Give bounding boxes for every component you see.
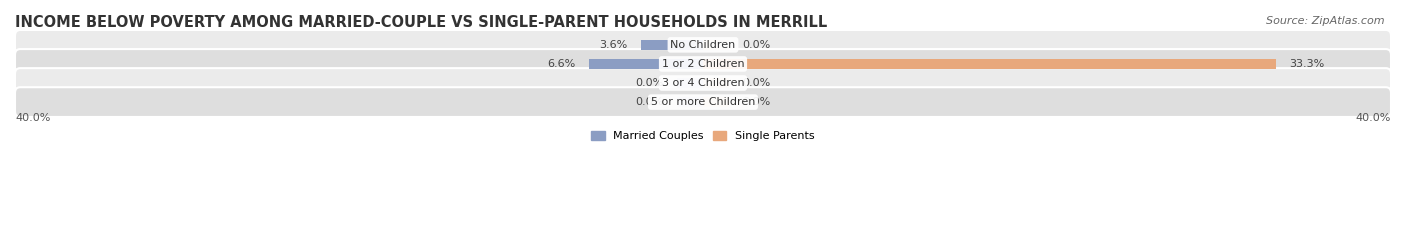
FancyBboxPatch shape	[15, 30, 1391, 60]
Text: 5 or more Children: 5 or more Children	[651, 97, 755, 107]
Bar	[703, 59, 1275, 69]
Bar	[703, 78, 728, 88]
FancyBboxPatch shape	[15, 68, 1391, 98]
Text: 0.0%: 0.0%	[636, 97, 664, 107]
Bar	[641, 40, 703, 50]
Text: 40.0%: 40.0%	[15, 113, 51, 123]
Text: 0.0%: 0.0%	[636, 78, 664, 88]
Text: 40.0%: 40.0%	[1355, 113, 1391, 123]
Text: 6.6%: 6.6%	[547, 59, 575, 69]
Bar	[678, 97, 703, 107]
Bar	[703, 40, 728, 50]
Text: 1 or 2 Children: 1 or 2 Children	[662, 59, 744, 69]
Text: INCOME BELOW POVERTY AMONG MARRIED-COUPLE VS SINGLE-PARENT HOUSEHOLDS IN MERRILL: INCOME BELOW POVERTY AMONG MARRIED-COUPL…	[15, 15, 827, 30]
Text: 3 or 4 Children: 3 or 4 Children	[662, 78, 744, 88]
Bar	[589, 59, 703, 69]
Text: 0.0%: 0.0%	[742, 97, 770, 107]
Legend: Married Couples, Single Parents: Married Couples, Single Parents	[586, 127, 820, 146]
FancyBboxPatch shape	[15, 87, 1391, 117]
Text: Source: ZipAtlas.com: Source: ZipAtlas.com	[1267, 16, 1385, 26]
Text: 33.3%: 33.3%	[1289, 59, 1324, 69]
Text: 0.0%: 0.0%	[742, 78, 770, 88]
FancyBboxPatch shape	[15, 49, 1391, 79]
Bar	[703, 97, 728, 107]
Bar	[678, 78, 703, 88]
Text: 3.6%: 3.6%	[599, 40, 627, 50]
Text: 0.0%: 0.0%	[742, 40, 770, 50]
Text: No Children: No Children	[671, 40, 735, 50]
